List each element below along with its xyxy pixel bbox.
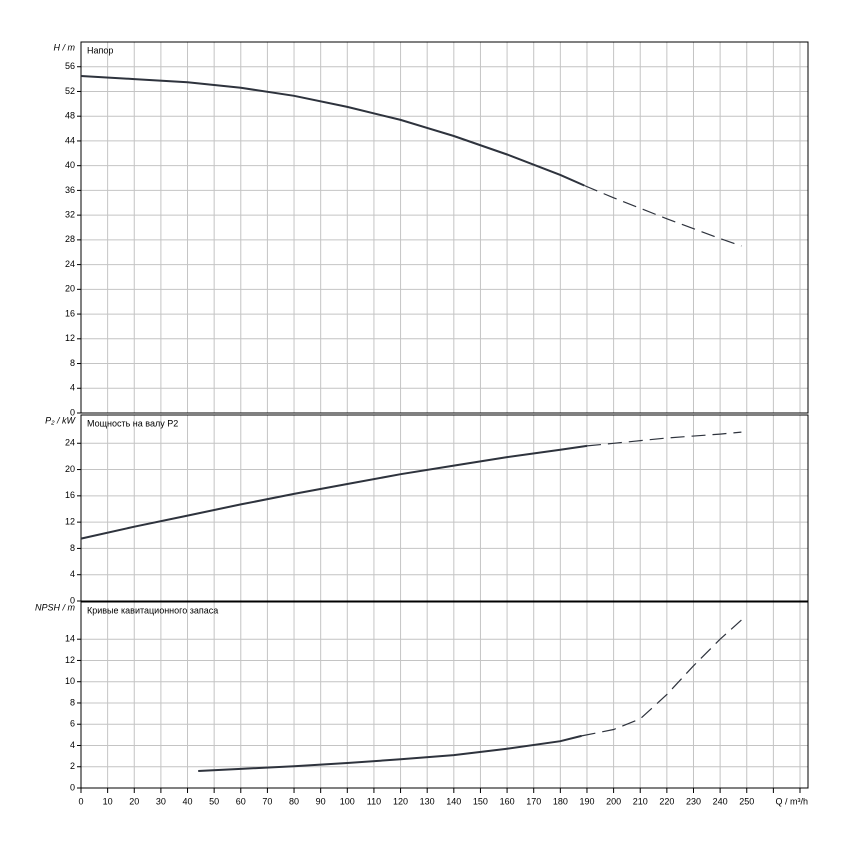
y-tick-label: 0	[70, 782, 75, 792]
y-tick-label: 16	[65, 490, 75, 500]
x-tick-label: 40	[183, 796, 193, 806]
y-tick-label: 4	[70, 569, 75, 579]
x-tick-label: 160	[500, 796, 515, 806]
x-tick-label: 10	[103, 796, 113, 806]
y-tick-label: 24	[65, 438, 75, 448]
y-tick-label: 44	[65, 135, 75, 145]
curve	[198, 734, 582, 772]
x-tick-label: 70	[262, 796, 272, 806]
y-tick-label: 12	[65, 517, 75, 527]
plot-frame	[80, 41, 809, 414]
y-tick-label: 28	[65, 234, 75, 244]
y-axis-label: NPSH / m	[35, 602, 76, 612]
y-tick-label: 0	[70, 595, 75, 605]
y-axis-label: H / m	[54, 42, 76, 52]
y-tick-label: 52	[65, 86, 75, 96]
curve	[584, 184, 742, 247]
x-tick-label: 50	[209, 796, 219, 806]
x-tick-label: 140	[446, 796, 461, 806]
x-tick-label: 230	[686, 796, 701, 806]
x-tick-label: 110	[367, 796, 381, 806]
curve	[581, 619, 742, 737]
x-tick-label: 170	[526, 796, 541, 806]
y-tick-label: 8	[70, 543, 75, 553]
y-tick-label: 0	[70, 407, 75, 417]
y-tick-label: 6	[70, 719, 75, 729]
y-tick-label: 48	[65, 111, 75, 121]
y-tick-label: 2	[70, 761, 75, 771]
x-tick-label: 0	[78, 796, 83, 806]
y-tick-label: 40	[65, 160, 75, 170]
x-tick-label: 190	[579, 796, 594, 806]
y-tick-label: 10	[65, 676, 75, 686]
x-tick-label: 150	[473, 796, 488, 806]
x-tick-label: 120	[393, 796, 408, 806]
y-tick-label: 14	[65, 634, 75, 644]
x-tick-label: 250	[739, 796, 754, 806]
y-tick-label: 4	[70, 740, 75, 750]
x-tick-label: 30	[156, 796, 166, 806]
curve	[80, 444, 588, 540]
panel-title: Кривые кавитационного запаса	[87, 605, 218, 615]
y-tick-label: 56	[65, 61, 75, 71]
y-tick-label: 8	[70, 697, 75, 707]
y-tick-label: 24	[65, 259, 75, 269]
x-tick-label: 180	[553, 796, 568, 806]
curve	[586, 431, 742, 447]
curve	[80, 75, 585, 187]
x-tick-label: 220	[659, 796, 674, 806]
y-tick-label: 12	[65, 333, 75, 343]
x-tick-label: 210	[633, 796, 648, 806]
x-axis-label: Q / m³/h	[775, 796, 808, 806]
x-tick-label: 60	[236, 796, 246, 806]
y-tick-label: 8	[70, 358, 75, 368]
x-tick-label: 90	[316, 796, 326, 806]
x-tick-label: 200	[606, 796, 621, 806]
y-tick-label: 36	[65, 185, 75, 195]
x-tick-label: 80	[289, 796, 299, 806]
panel-title: Мощность на валу P2	[87, 418, 178, 428]
plot-frame	[80, 601, 809, 789]
y-axis-label: P₂ / kW	[45, 415, 76, 425]
y-tick-label: 20	[65, 464, 75, 474]
y-tick-label: 32	[65, 210, 75, 220]
x-tick-label: 100	[340, 796, 355, 806]
y-tick-label: 4	[70, 383, 75, 393]
x-tick-label: 20	[129, 796, 139, 806]
x-tick-label: 240	[713, 796, 728, 806]
y-tick-label: 20	[65, 284, 75, 294]
y-tick-label: 12	[65, 655, 75, 665]
panel-title: Напор	[87, 45, 113, 55]
plot-frame	[80, 414, 809, 602]
y-tick-label: 16	[65, 308, 75, 318]
x-tick-label: 130	[420, 796, 435, 806]
